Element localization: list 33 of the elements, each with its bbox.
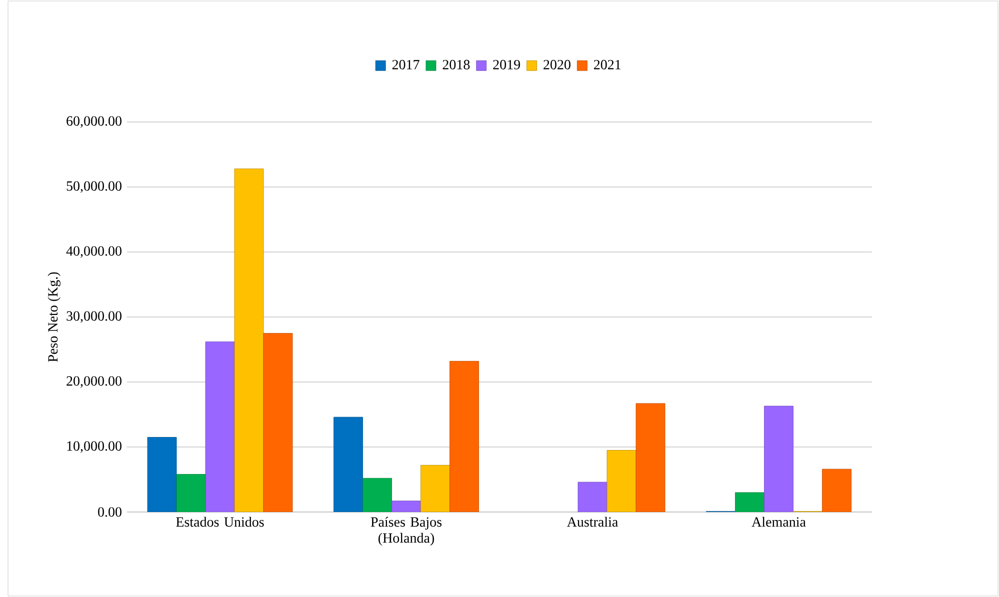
y-tick-label: 10,000.00: [67, 441, 122, 453]
y-tick-label: 0.00: [98, 507, 122, 517]
bar: [263, 333, 293, 512]
x-tick-label: Países Bajos (Holanda): [370, 516, 442, 546]
bar: [362, 478, 392, 512]
bar: [176, 474, 206, 512]
bar: [205, 341, 235, 512]
bar: [735, 492, 764, 512]
bar: [392, 500, 421, 512]
bar: [606, 450, 636, 512]
y-tick-label: 40,000.00: [66, 246, 122, 258]
x-tick-label: Alemania: [752, 516, 806, 527]
y-tick-label: 20,000.00: [66, 376, 122, 388]
legend-label: 2017: [392, 60, 420, 70]
bar: [822, 468, 852, 512]
bar: [334, 416, 363, 512]
legend-label: 2020: [544, 60, 570, 70]
x-tick-label: Australia: [566, 516, 618, 527]
bar: [764, 406, 794, 512]
y-tick-label: 30,000.00: [66, 311, 122, 323]
bar: [147, 437, 177, 512]
legend-label: 2019: [493, 60, 520, 70]
bar: [234, 168, 264, 512]
y-axis-title: Peso Neto (Kg.): [48, 272, 60, 362]
y-tick-label: 60,000.00: [66, 116, 122, 128]
bar: [450, 360, 479, 512]
y-tick-label: 50,000.00: [66, 181, 122, 193]
bar: [420, 464, 450, 512]
legend-label: 2021: [594, 60, 621, 70]
x-tick-label: Estados Unidos: [176, 516, 264, 527]
bar: [578, 482, 608, 512]
legend-label: 2018: [442, 60, 470, 70]
bar: [636, 403, 666, 512]
